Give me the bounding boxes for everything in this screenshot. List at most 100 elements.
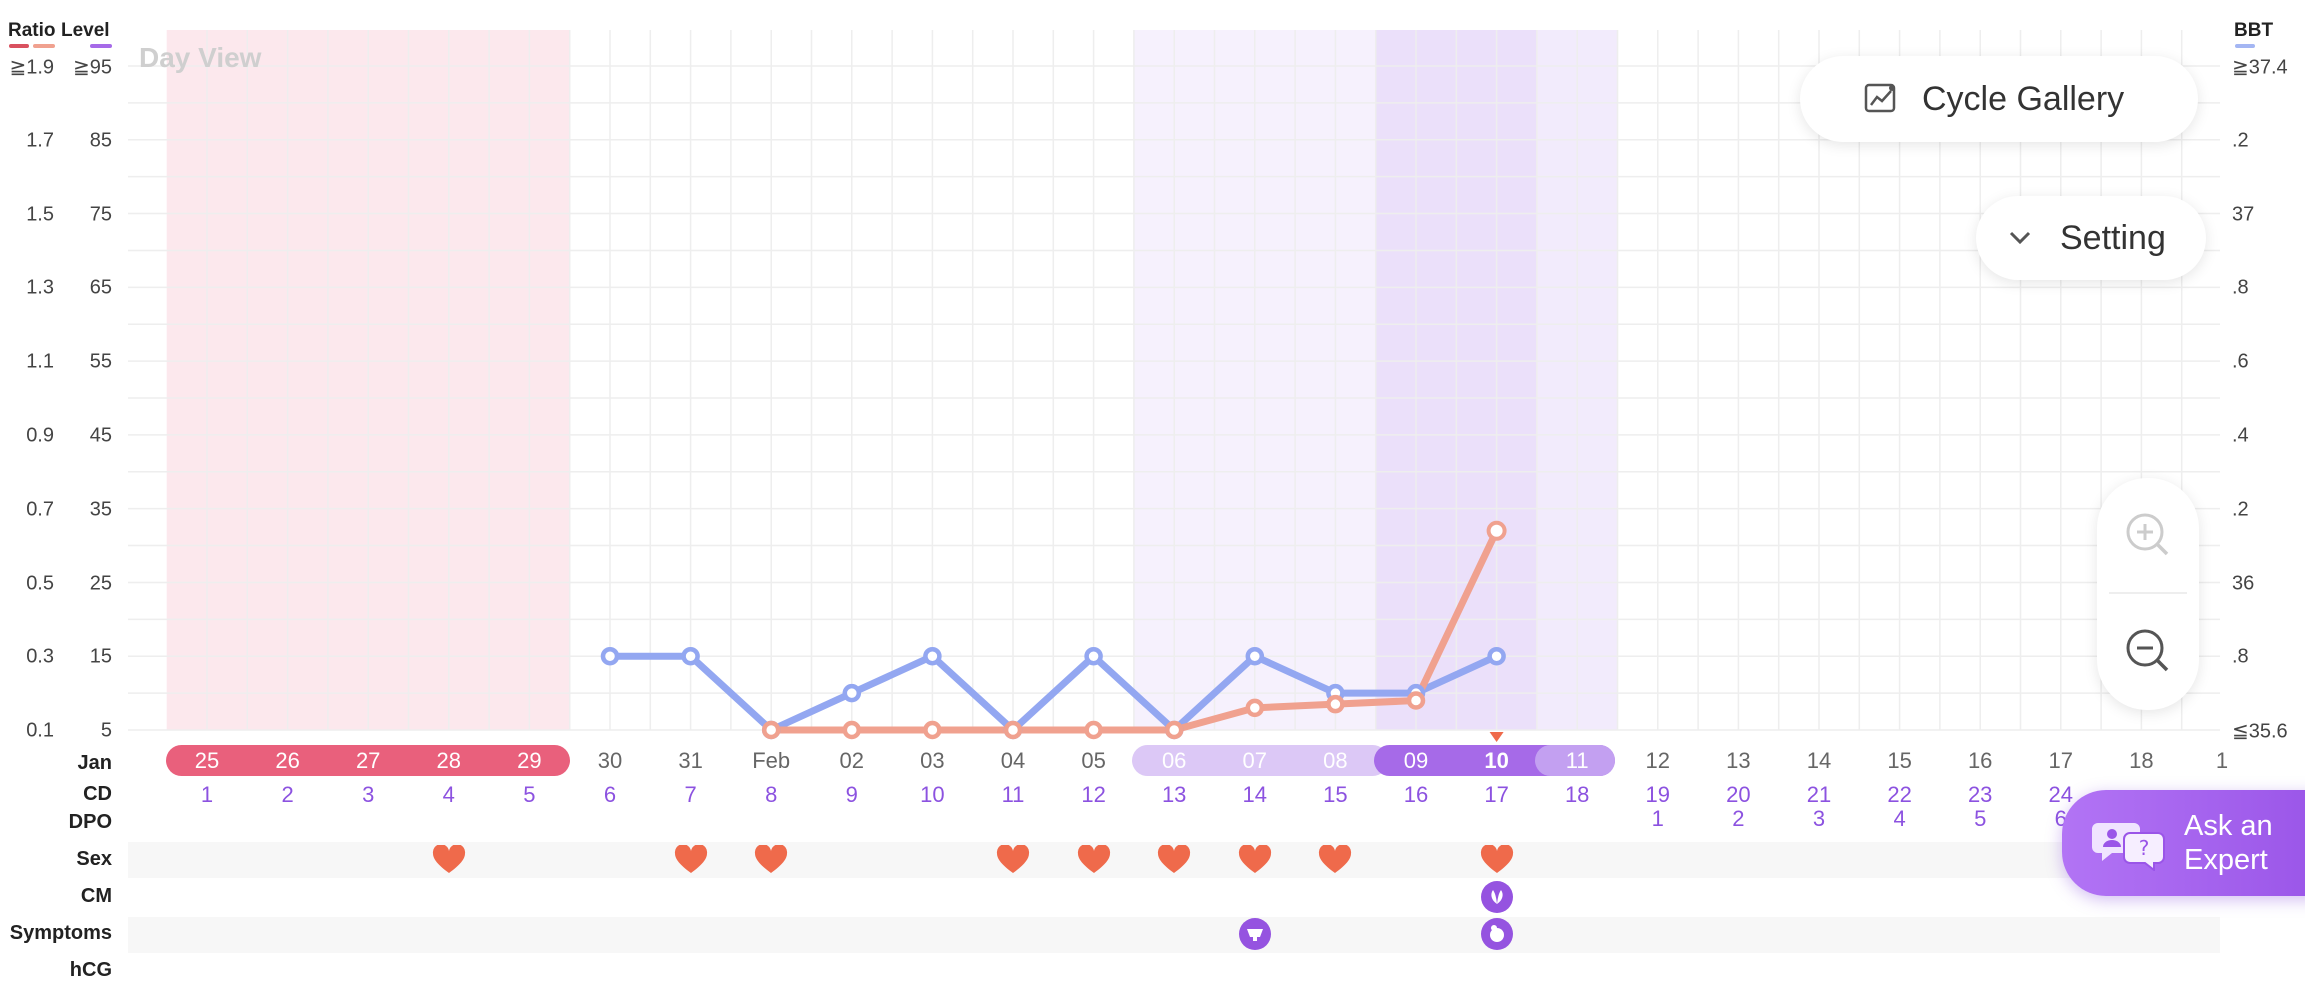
bbt-tick-label: .2: [2232, 129, 2249, 152]
ask-expert-text: Ask an Expert: [2184, 809, 2273, 877]
zoom-in-icon[interactable]: [2125, 512, 2171, 563]
cycle-day-label: 1: [200, 782, 214, 807]
heart-icon[interactable]: [432, 844, 466, 875]
level-tick-label: 85: [89, 129, 112, 152]
sex-row-label: Sex: [76, 848, 112, 870]
date-label: 03: [920, 748, 945, 773]
bbt-tick-label: .8: [2232, 645, 2249, 668]
lh-series-line: [767, 527, 1501, 734]
bbt-tick-label: .2: [2232, 498, 2249, 521]
bbt-tick-label: 37: [2232, 203, 2255, 226]
lh-legend-swatch: [33, 44, 55, 48]
dpo-label: 1: [1651, 806, 1664, 831]
lh-point[interactable]: [1406, 691, 1426, 710]
level-tick-label: 75: [89, 203, 112, 226]
ratio-tick-label: 1.5: [26, 203, 54, 226]
symptoms-row-band: [128, 917, 2220, 953]
date-label: 25: [194, 748, 220, 773]
ratio-tick-label: 0.1: [26, 719, 54, 742]
date-label: 26: [275, 748, 300, 773]
ratio-tick-label: 1.3: [26, 276, 54, 299]
date-label: 14: [1806, 748, 1832, 773]
lh-point[interactable]: [842, 720, 862, 740]
cycle-gallery-button[interactable]: Cycle Gallery: [1800, 56, 2198, 142]
heart-icon[interactable]: [1238, 844, 1272, 875]
setting-button[interactable]: Setting: [1976, 196, 2206, 280]
heart-icon[interactable]: [674, 844, 708, 875]
cycle-day-label: 9: [845, 782, 858, 807]
cycle-day-label: 10: [920, 782, 945, 807]
level-tick-label: 65: [89, 276, 112, 299]
cervical-mucus-icon[interactable]: [1480, 881, 1513, 913]
svg-text:?: ?: [2139, 836, 2150, 860]
heart-icon[interactable]: [1157, 844, 1191, 875]
zoom-out-icon[interactable]: [2125, 628, 2171, 679]
lh-point[interactable]: [761, 720, 781, 740]
cycle-day-label: 22: [1887, 782, 1912, 807]
level-legend-swatch: [90, 44, 112, 48]
month-row-label: Jan: [77, 752, 112, 774]
bbt-point[interactable]: [1245, 646, 1265, 666]
ratio-tick-label: ≧1.9: [9, 56, 54, 79]
level-tick-label: 45: [89, 424, 112, 447]
date-label: 29: [517, 748, 542, 773]
chevron-down-icon: [2008, 230, 2032, 246]
cycle-day-label: 3: [362, 782, 375, 807]
ratio-tick-label: 0.5: [26, 572, 54, 595]
date-label: 30: [597, 748, 623, 773]
lh-point[interactable]: [1003, 720, 1023, 740]
heart-icon[interactable]: [1318, 844, 1352, 875]
lh-point[interactable]: [1245, 698, 1265, 718]
lh-point[interactable]: [1326, 694, 1345, 714]
zoom-divider: [2109, 592, 2187, 594]
bloating-icon[interactable]: [1480, 918, 1513, 950]
ask-expert-button[interactable]: ? Ask an Expert: [2062, 790, 2305, 896]
cm-row-label: CM: [80, 885, 112, 907]
ovulation-tail-pill: [1535, 745, 1615, 776]
cycle-day-label: 21: [1806, 782, 1832, 807]
today-marker: [1489, 732, 1504, 742]
heart-icon[interactable]: [754, 844, 788, 875]
date-label: 07: [1242, 748, 1268, 773]
date-label: Feb: [752, 748, 791, 773]
cycle-day-label: 17: [1484, 782, 1509, 807]
bbt-axis-label: BBT: [2234, 20, 2274, 41]
lh-point[interactable]: [1084, 720, 1103, 740]
date-label: 27: [355, 748, 381, 773]
heart-icon[interactable]: [996, 844, 1030, 875]
heart-icon[interactable]: [1480, 844, 1514, 875]
lh-point[interactable]: [1164, 720, 1184, 740]
bbt-point[interactable]: [681, 646, 700, 666]
date-label: 02: [839, 748, 865, 773]
date-label: 18: [2129, 748, 2154, 773]
bbt-point[interactable]: [842, 683, 862, 703]
cycle-day-label: 23: [1967, 782, 1993, 807]
lh-point[interactable]: [1486, 520, 1507, 541]
date-label: 10: [1484, 748, 1509, 773]
level-axis-label: Level: [61, 20, 110, 41]
ratio-tick-label: 1.1: [26, 350, 54, 373]
cycle-day-label: 4: [442, 782, 455, 807]
lh-point[interactable]: [923, 720, 942, 740]
cycle-day-label: 8: [765, 782, 778, 807]
period-pill: [166, 745, 570, 776]
date-label: 09: [1403, 748, 1429, 773]
date-label: 06: [1161, 748, 1187, 773]
hcg-row-label: hCG: [69, 959, 112, 981]
date-label: 17: [2048, 748, 2074, 773]
heart-icon[interactable]: [1077, 844, 1111, 875]
cycle-gallery-label: Cycle Gallery: [1922, 79, 2125, 118]
bbt-point[interactable]: [923, 646, 942, 666]
cycle-day-label: 7: [684, 782, 697, 807]
ratio-legend-swatch: [9, 44, 29, 48]
setting-label: Setting: [2060, 218, 2166, 257]
ratio-tick-label: 0.9: [26, 424, 54, 447]
date-label: 08: [1323, 748, 1348, 773]
cycle-day-label: 20: [1726, 782, 1751, 807]
cramps-icon[interactable]: [1238, 918, 1271, 950]
bbt-point[interactable]: [600, 646, 620, 666]
symptoms-row-label: Symptoms: [9, 922, 112, 944]
bbt-point[interactable]: [1084, 646, 1103, 666]
bbt-point[interactable]: [1487, 646, 1506, 666]
